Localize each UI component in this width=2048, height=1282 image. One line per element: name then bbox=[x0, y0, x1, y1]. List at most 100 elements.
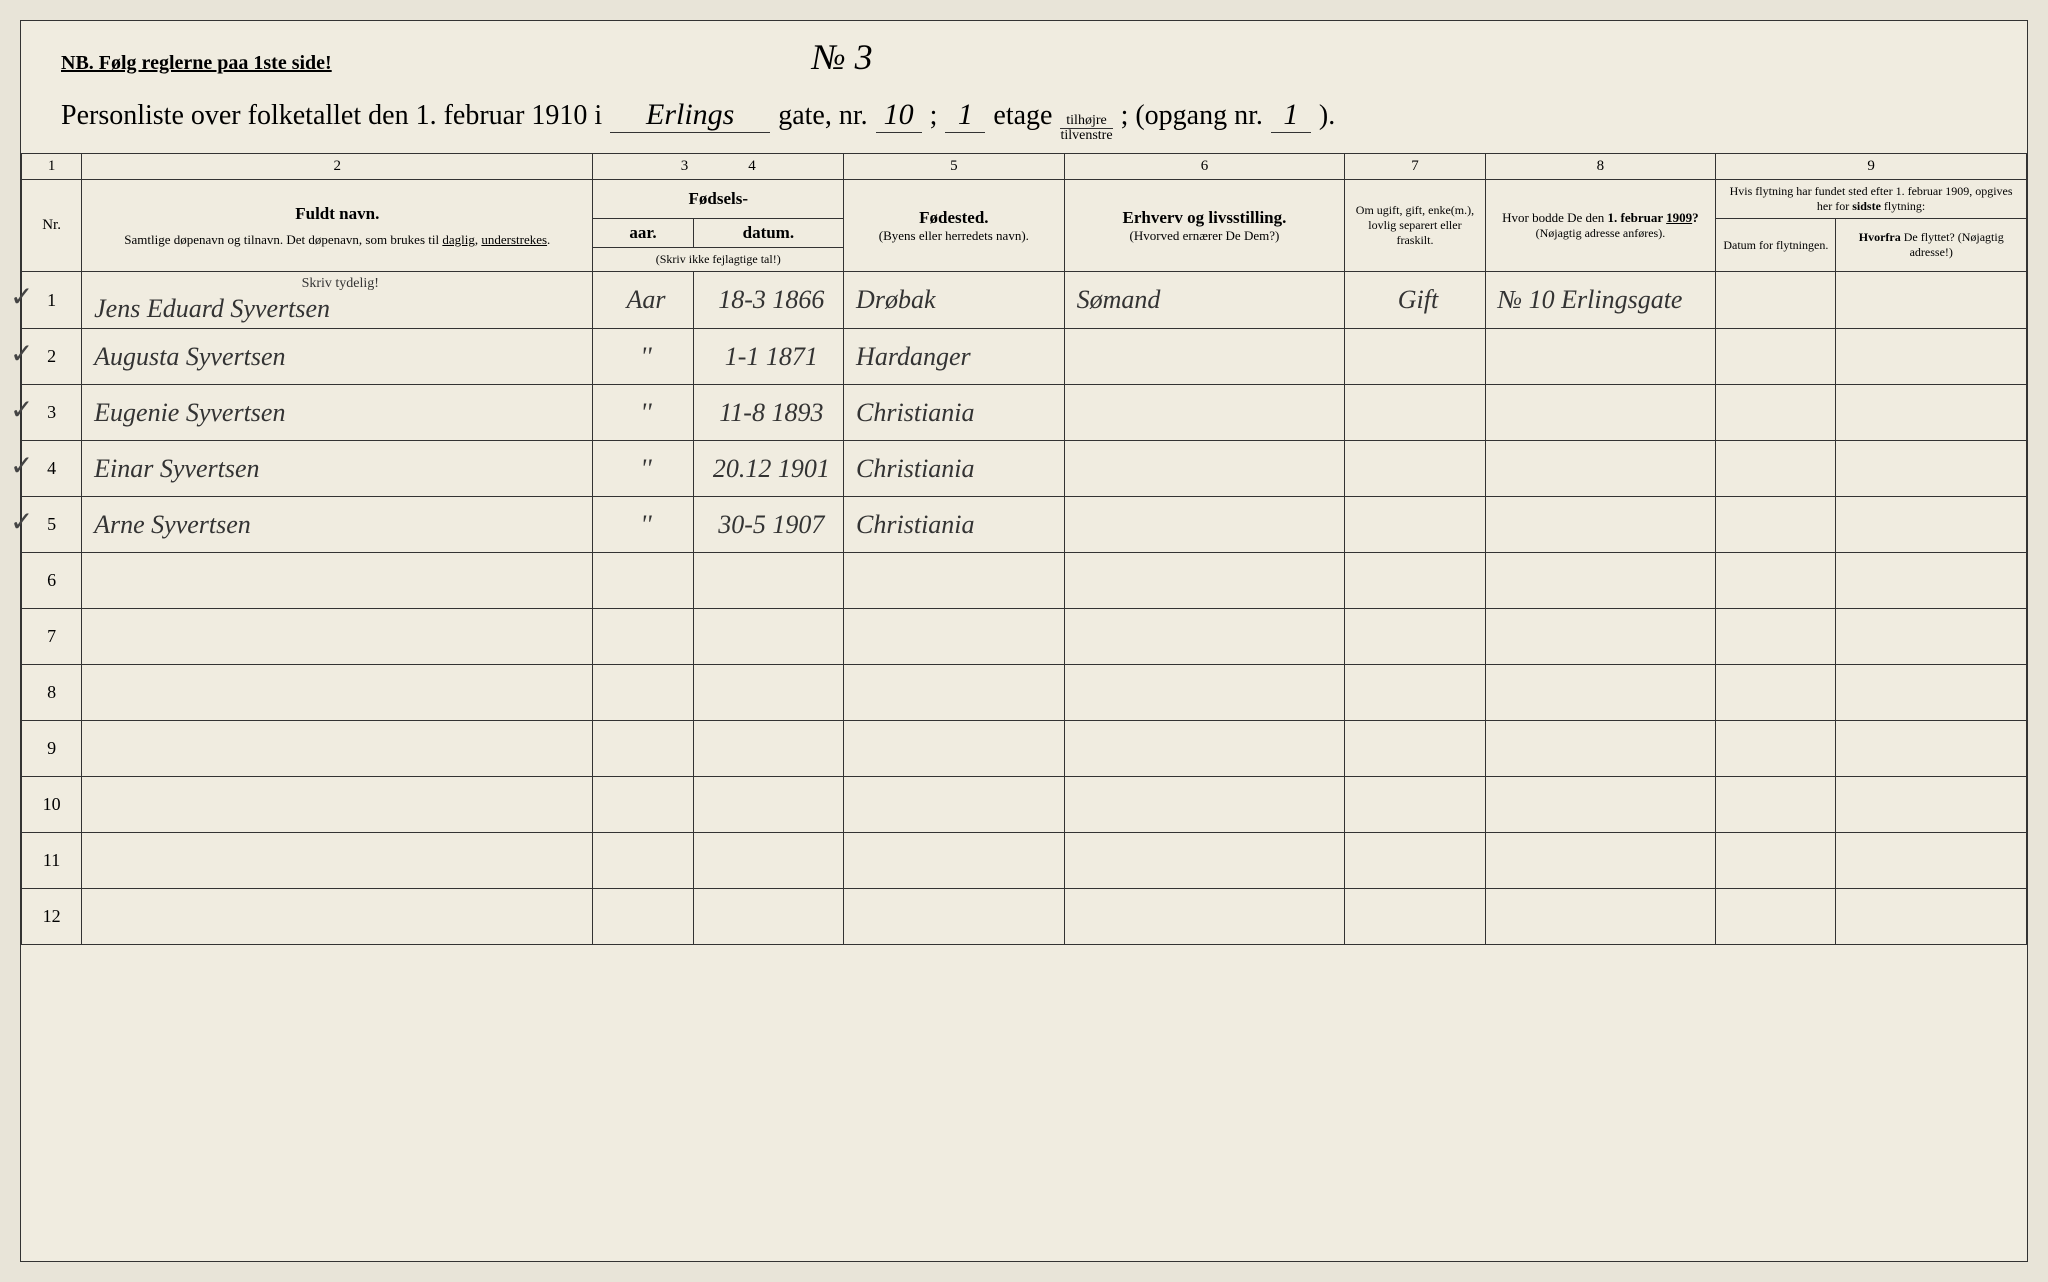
cell-birth-year: Aar bbox=[593, 272, 693, 329]
column-number-row: 1 2 3 4 5 6 7 8 9 bbox=[22, 154, 2027, 180]
row-number: 8 bbox=[22, 665, 82, 721]
birth-year-header: aar. bbox=[593, 219, 693, 248]
cell-move-date bbox=[1716, 665, 1836, 721]
row-number-value: 9 bbox=[47, 738, 56, 758]
cell-birth-date bbox=[693, 553, 843, 609]
cell-move-from bbox=[1836, 721, 2027, 777]
cell-birth-year bbox=[593, 833, 693, 889]
header-area: NB. Følg reglerne paa 1ste side! № 3 Per… bbox=[21, 21, 2027, 153]
row-number: 7 bbox=[22, 609, 82, 665]
page-number: № 3 bbox=[812, 36, 873, 78]
cell-birthplace bbox=[844, 777, 1065, 833]
row-number: ✓5 bbox=[22, 497, 82, 553]
cell-name: Eugenie Syvertsen bbox=[82, 385, 593, 441]
occupation-header: Erhverv og livsstilling. (Hvorved ernære… bbox=[1064, 180, 1345, 272]
name-value: Einar Syvertsen bbox=[94, 454, 259, 483]
birthplace-header: Fødested. (Byens eller herredets navn). bbox=[844, 180, 1065, 272]
checkmark-icon: ✓ bbox=[10, 505, 33, 539]
row-number-value: 7 bbox=[47, 626, 56, 646]
row-number: ✓1 bbox=[22, 272, 82, 329]
col-num-9: 9 bbox=[1716, 154, 2027, 180]
cell-occupation bbox=[1064, 833, 1345, 889]
cell-name bbox=[82, 889, 593, 945]
cell-residence bbox=[1485, 329, 1716, 385]
col-num-3-4: 3 4 bbox=[593, 154, 844, 180]
cell-move-from bbox=[1836, 329, 2027, 385]
cell-residence bbox=[1485, 553, 1716, 609]
cell-move-from bbox=[1836, 833, 2027, 889]
row-number-value: 3 bbox=[47, 402, 56, 422]
cell-occupation bbox=[1064, 553, 1345, 609]
row-number-value: 11 bbox=[43, 850, 60, 870]
occupation-main: Erhverv og livsstilling. bbox=[1071, 208, 1339, 228]
cell-residence bbox=[1485, 721, 1716, 777]
cell-occupation bbox=[1064, 385, 1345, 441]
table-row: 11 bbox=[22, 833, 2027, 889]
cell-occupation bbox=[1064, 329, 1345, 385]
cell-move-from bbox=[1836, 272, 2027, 329]
cell-name bbox=[82, 721, 593, 777]
cell-marital: Gift bbox=[1345, 272, 1485, 329]
opgang-number: 1 bbox=[1271, 98, 1311, 133]
opgang-label: ; (opgang nr. bbox=[1121, 100, 1263, 132]
cell-name: Skriv tydelig!Jens Eduard Syvertsen bbox=[82, 272, 593, 329]
table-row: ✓5Arne Syvertsen''30-5 1907Christiania bbox=[22, 497, 2027, 553]
cell-birth-year: '' bbox=[593, 329, 693, 385]
cell-move-date bbox=[1716, 777, 1836, 833]
table-row: 12 bbox=[22, 889, 2027, 945]
header-row-1: Nr. Fuldt navn. Samtlige døpenavn og til… bbox=[22, 180, 2027, 219]
row-number: 9 bbox=[22, 721, 82, 777]
col-nr-label: Nr. bbox=[22, 180, 82, 272]
name-value: Eugenie Syvertsen bbox=[94, 398, 285, 427]
cell-birthplace bbox=[844, 609, 1065, 665]
cell-name: Arne Syvertsen bbox=[82, 497, 593, 553]
cell-name: Einar Syvertsen bbox=[82, 441, 593, 497]
title-prefix: Personliste over folketallet den 1. febr… bbox=[61, 100, 602, 132]
col-num-6: 6 bbox=[1064, 154, 1345, 180]
birthplace-sub: (Byens eller herredets navn). bbox=[850, 228, 1058, 244]
cell-move-date bbox=[1716, 497, 1836, 553]
cell-move-from bbox=[1836, 889, 2027, 945]
title-line: Personliste over folketallet den 1. febr… bbox=[61, 98, 1987, 143]
etage-label: etage bbox=[993, 100, 1052, 132]
table-row: 7 bbox=[22, 609, 2027, 665]
move-date-header: Datum for flytningen. bbox=[1716, 219, 1836, 272]
marital-header: Om ugift, gift, enke(m.), lovlig separer… bbox=[1345, 180, 1485, 272]
table-row: ✓3Eugenie Syvertsen''11-8 1893Christiani… bbox=[22, 385, 2027, 441]
move-from-header: Hvorfra De flyttet? (Nøjagtig adresse!) bbox=[1836, 219, 2027, 272]
name-main: Fuldt navn. bbox=[88, 204, 586, 224]
cell-move-date bbox=[1716, 329, 1836, 385]
checkmark-icon: ✓ bbox=[10, 393, 33, 427]
cell-birth-year bbox=[593, 665, 693, 721]
row-number: 12 bbox=[22, 889, 82, 945]
semicolon: ; bbox=[930, 100, 938, 132]
col-num-7: 7 bbox=[1345, 154, 1485, 180]
birth-date-header: datum. bbox=[693, 219, 843, 248]
cell-birth-date: 11-8 1893 bbox=[693, 385, 843, 441]
checkmark-icon: ✓ bbox=[10, 449, 33, 483]
col-num-1: 1 bbox=[22, 154, 82, 180]
row-number: 6 bbox=[22, 553, 82, 609]
cell-birth-year: '' bbox=[593, 497, 693, 553]
residence-header: Hvor bodde De den 1. februar 1909? (Nøja… bbox=[1485, 180, 1716, 272]
cell-name bbox=[82, 833, 593, 889]
cell-marital bbox=[1345, 441, 1485, 497]
cell-birth-year bbox=[593, 609, 693, 665]
cell-birth-date bbox=[693, 777, 843, 833]
cell-move-from bbox=[1836, 553, 2027, 609]
cell-birth-date bbox=[693, 833, 843, 889]
cell-name bbox=[82, 777, 593, 833]
census-document: NB. Følg reglerne paa 1ste side! № 3 Per… bbox=[20, 20, 2028, 1262]
table-row: 9 bbox=[22, 721, 2027, 777]
cell-birthplace bbox=[844, 889, 1065, 945]
cell-move-date bbox=[1716, 553, 1836, 609]
cell-birthplace: Christiania bbox=[844, 497, 1065, 553]
move-header: Hvis flytning har fundet sted efter 1. f… bbox=[1716, 180, 2027, 219]
table-body: ✓1Skriv tydelig!Jens Eduard SyvertsenAar… bbox=[22, 272, 2027, 945]
cell-birth-date bbox=[693, 889, 843, 945]
occupation-sub: (Hvorved ernærer De Dem?) bbox=[1071, 228, 1339, 244]
col-num-5: 5 bbox=[844, 154, 1065, 180]
cell-occupation bbox=[1064, 609, 1345, 665]
row-number-value: 4 bbox=[47, 458, 56, 478]
row-number-value: 10 bbox=[43, 794, 61, 814]
